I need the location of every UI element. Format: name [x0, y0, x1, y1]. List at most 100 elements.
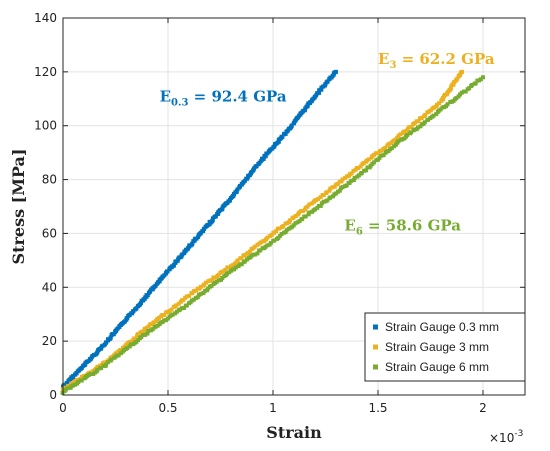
data-point	[65, 386, 70, 391]
data-point	[66, 384, 71, 389]
data-point	[289, 123, 294, 128]
data-point	[277, 226, 282, 231]
data-point	[274, 229, 279, 234]
data-point	[340, 177, 345, 182]
data-point	[116, 353, 121, 358]
data-point	[325, 198, 330, 203]
series-layer	[60, 69, 485, 395]
data-point	[268, 240, 273, 245]
data-point	[456, 94, 461, 99]
data-point	[198, 284, 203, 289]
data-point	[245, 176, 250, 181]
legend-marker	[373, 344, 378, 350]
data-point	[204, 280, 209, 285]
legend-entry: Strain Gauge 3 mm	[385, 340, 489, 354]
data-point	[307, 210, 312, 215]
data-point	[74, 371, 79, 376]
data-point	[184, 303, 189, 308]
y-tick-label: 0	[49, 388, 57, 402]
data-point	[359, 170, 364, 175]
data-point	[349, 171, 354, 176]
data-point	[158, 320, 163, 325]
data-point	[451, 82, 456, 87]
data-point	[111, 332, 116, 337]
data-point	[242, 178, 247, 183]
data-point	[445, 102, 450, 107]
data-point	[351, 168, 356, 173]
data-point	[312, 207, 317, 212]
data-point	[155, 323, 160, 328]
y-tick-label: 120	[34, 65, 57, 79]
data-point	[258, 248, 263, 253]
data-point	[379, 153, 384, 158]
data-point	[179, 306, 184, 311]
data-point	[219, 269, 224, 274]
data-point	[377, 155, 382, 160]
data-point	[381, 153, 386, 158]
data-point	[324, 190, 329, 195]
data-point	[277, 234, 282, 239]
data-point	[409, 124, 414, 129]
data-point	[371, 160, 376, 165]
data-point	[235, 258, 240, 263]
data-point	[366, 157, 371, 162]
data-point	[389, 146, 394, 151]
data-point	[146, 324, 151, 329]
data-point	[330, 185, 335, 190]
data-point	[139, 329, 144, 334]
data-point	[104, 362, 109, 367]
data-point	[379, 148, 384, 153]
data-point	[358, 164, 363, 169]
data-point	[88, 371, 93, 376]
y-tick-label: 80	[42, 173, 57, 187]
data-point	[76, 379, 81, 384]
modulus-annotation: E6 = 58.6 GPa	[344, 217, 461, 238]
data-point	[398, 132, 403, 137]
x-tick-label: 1.5	[368, 401, 387, 415]
series-strain-gauge-0-3-mm	[60, 69, 338, 390]
data-point	[176, 301, 181, 306]
data-point	[344, 183, 349, 188]
data-point	[351, 178, 356, 183]
data-point	[318, 195, 323, 200]
data-point	[95, 367, 100, 372]
data-point	[272, 144, 277, 149]
data-point	[108, 335, 113, 340]
data-point	[352, 175, 357, 180]
data-point	[305, 204, 310, 209]
data-point	[318, 203, 323, 208]
data-point	[242, 259, 247, 264]
data-point	[144, 325, 149, 330]
data-point	[396, 139, 401, 144]
data-point	[153, 324, 158, 329]
data-point	[226, 265, 231, 270]
data-point	[225, 271, 230, 276]
data-point	[209, 283, 214, 288]
data-point	[284, 228, 289, 233]
data-point	[334, 69, 338, 74]
data-point	[478, 77, 483, 82]
data-point	[125, 316, 130, 321]
data-point	[73, 382, 78, 387]
data-point	[431, 105, 436, 110]
x-tick-label: 2	[479, 401, 487, 415]
data-point	[332, 184, 337, 189]
legend-marker	[373, 324, 378, 330]
data-point	[481, 75, 485, 80]
y-axis-label: Stress [MPa]	[9, 149, 28, 265]
x-axis-multiplier-base: ×10	[489, 431, 514, 445]
data-point	[454, 96, 459, 101]
data-point	[113, 351, 118, 356]
data-point	[132, 336, 137, 341]
data-point	[165, 269, 170, 274]
x-axis-multiplier: ×10-3	[489, 429, 523, 445]
data-point	[463, 89, 468, 94]
series-strain-gauge-3-mm	[60, 69, 464, 392]
data-point	[254, 164, 259, 169]
data-point	[258, 240, 263, 245]
legend-entry: Strain Gauge 0.3 mm	[385, 320, 499, 334]
data-point	[145, 293, 150, 298]
legend-marker	[373, 364, 378, 370]
data-point	[328, 195, 333, 200]
